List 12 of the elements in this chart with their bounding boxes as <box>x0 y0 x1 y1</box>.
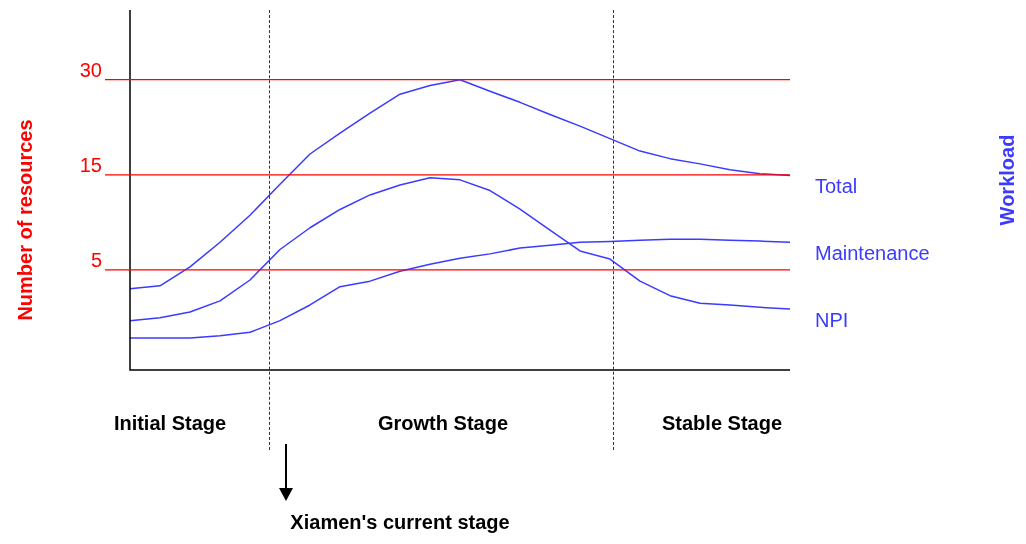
text: Stable Stage <box>661 411 783 434</box>
text: Growth Stage <box>377 411 509 434</box>
text: 15 <box>79 154 102 177</box>
series-label: Maintenance <box>815 241 930 264</box>
series-label: NPI <box>815 308 849 331</box>
text: Xiamen's current stage <box>290 510 510 533</box>
text: 5 <box>90 249 102 272</box>
series-label: Total <box>815 175 858 197</box>
y-axis-title: Number of resources <box>13 119 36 321</box>
text: Initial Stage <box>113 411 227 434</box>
text: Workload <box>995 134 1018 226</box>
text: 30 <box>79 59 102 82</box>
